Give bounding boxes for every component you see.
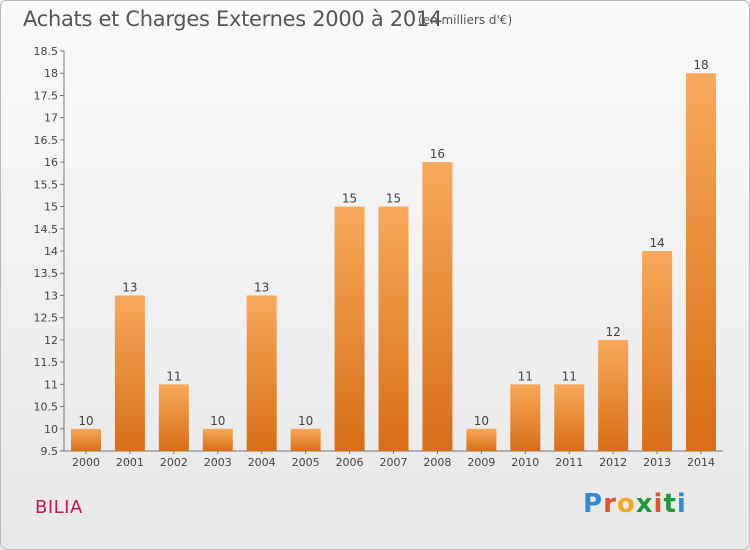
bar [642,251,673,451]
y-tick-label: 13.5 [34,267,59,280]
brand-letter: r [603,489,617,519]
value-label: 11 [562,369,577,383]
bar [686,73,717,451]
y-tick-label: 17 [44,112,58,125]
bar [554,384,585,451]
bar [466,428,497,451]
value-label: 13 [254,280,269,294]
value-label: 15 [386,192,401,206]
y-tick-label: 18.5 [34,45,59,58]
bar [202,428,233,451]
y-tick-label: 18 [44,67,58,80]
bar [598,339,629,451]
value-label: 10 [474,414,489,428]
y-tick-label: 14.5 [34,223,59,236]
bar [422,162,453,451]
x-tick-label: 2011 [555,456,583,469]
y-tick-label: 15 [44,201,58,214]
x-tick-label: 2006 [336,456,364,469]
y-tick-label: 17.5 [34,89,59,102]
y-tick-label: 10.5 [34,401,59,414]
brand-letter: P [583,489,604,519]
value-label: 16 [430,147,445,161]
x-tick-label: 2000 [72,456,100,469]
brand-letter: x [635,489,654,519]
bar [510,384,541,451]
bar [158,384,189,451]
x-tick-label: 2002 [160,456,188,469]
brand-letter: i [653,489,664,519]
chart-subtitle: (en milliers d'€) [418,13,513,27]
x-tick-label: 2001 [116,456,144,469]
y-tick-label: 9.5 [41,445,59,458]
brand-letter: i [676,489,687,519]
y-tick-label: 13 [44,289,58,302]
bar [378,206,409,451]
x-tick-label: 2004 [248,456,276,469]
value-label: 15 [342,192,357,206]
commune-name: BILIA [35,497,83,518]
value-label: 18 [693,58,708,72]
proxiti-logo: Proxiti [583,489,687,519]
x-tick-label: 2008 [423,456,451,469]
y-tick-label: 12 [44,334,58,347]
brand-letter: t [663,489,677,519]
x-tick-label: 2010 [511,456,539,469]
bar [70,428,101,451]
x-tick-label: 2009 [467,456,495,469]
y-tick-label: 14 [44,245,58,258]
x-tick-label: 2012 [599,456,627,469]
y-tick-label: 12.5 [34,312,59,325]
value-label: 11 [518,369,533,383]
x-tick-label: 2014 [687,456,715,469]
value-label: 11 [166,369,181,383]
value-label: 13 [122,280,137,294]
value-label: 12 [606,325,621,339]
y-tick-label: 16.5 [34,134,59,147]
chart-title: Achats et Charges Externes 2000 à 2014 [23,7,443,31]
value-label: 10 [210,414,225,428]
y-tick-label: 10 [44,423,58,436]
bar [114,295,145,451]
x-tick-label: 2013 [643,456,671,469]
value-label: 14 [649,236,664,250]
x-tick-label: 2007 [380,456,408,469]
y-tick-label: 11 [44,378,58,391]
value-label: 10 [78,414,93,428]
y-tick-label: 16 [44,156,58,169]
brand-letter: o [616,489,636,519]
x-tick-label: 2003 [204,456,232,469]
bar [290,428,321,451]
x-tick-label: 2005 [292,456,320,469]
bar [334,206,365,451]
value-label: 10 [298,414,313,428]
bar [246,295,277,451]
y-tick-label: 15.5 [34,178,59,191]
y-tick-label: 11.5 [34,356,59,369]
